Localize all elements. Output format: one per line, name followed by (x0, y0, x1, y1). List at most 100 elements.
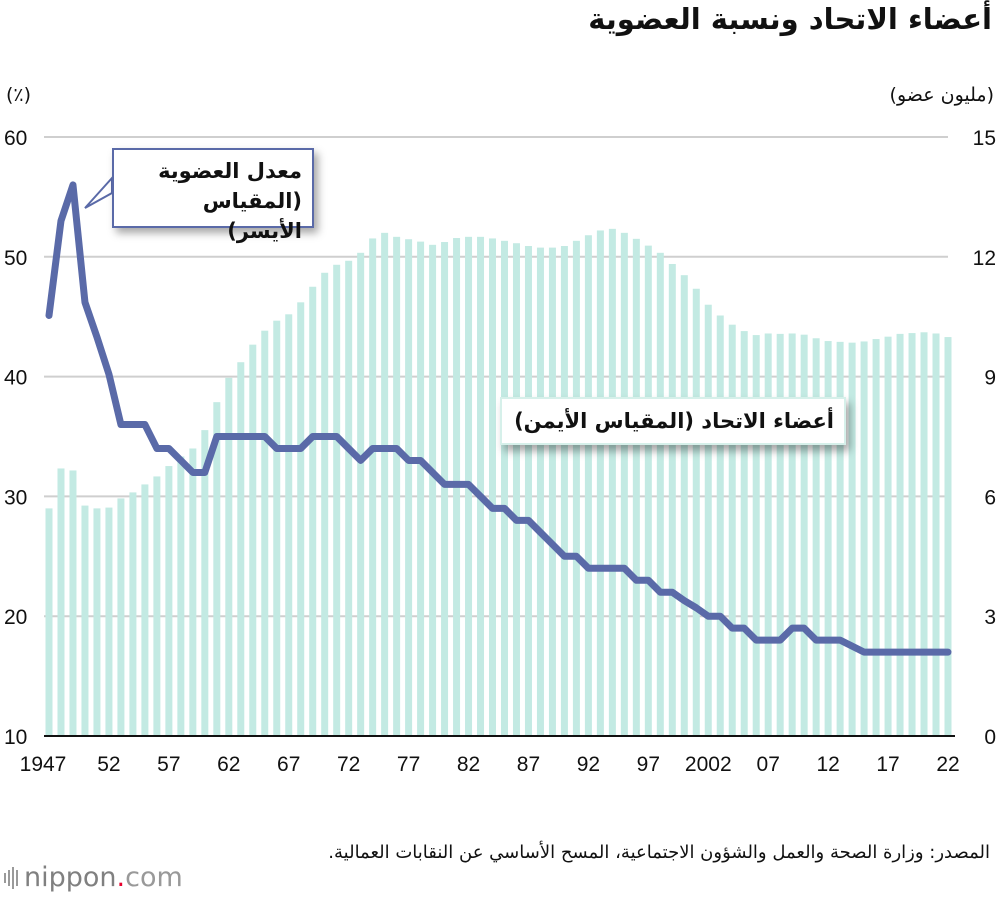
bar-1980 (441, 242, 449, 737)
bar-2010 (800, 334, 808, 736)
right-axis-unit: (مليون عضو) (889, 84, 994, 106)
bar-2019 (908, 333, 916, 736)
bar-1971 (333, 264, 341, 736)
x-tick-label: 92 (577, 753, 600, 776)
callout-membership-rate: معدل العضوية (المقياس الأيسر) (112, 148, 314, 243)
bar-2005 (740, 331, 748, 736)
bar-1986 (512, 243, 520, 737)
x-tick-label: 52 (97, 753, 120, 776)
bar-1977 (405, 239, 413, 736)
callout-union-members: أعضاء الاتحاد (المقياس الأيمن) (500, 397, 846, 445)
bar-2020 (920, 332, 928, 736)
bar-1994 (608, 228, 616, 736)
bar-1992 (584, 235, 592, 736)
bar-2022 (944, 337, 952, 736)
bar-1990 (560, 246, 568, 736)
bar-1983 (477, 236, 485, 737)
left-axis-ticks: 10 20 30 40 50 60 (4, 127, 27, 749)
bar-2013 (836, 341, 844, 736)
bar-1963 (237, 362, 245, 736)
bar-2000 (680, 275, 688, 736)
bar-2001 (692, 288, 700, 736)
bar-1950 (81, 505, 89, 736)
callout-rate-line2: (المقياس الأيسر) (202, 189, 302, 243)
bar-2011 (812, 338, 820, 736)
nippon-logo: nippon. com (4, 862, 183, 893)
x-tick-label: 67 (277, 753, 300, 776)
right-axis-ticks: 0 3 6 9 12 15 (973, 127, 996, 749)
bar-2003 (716, 315, 724, 736)
bar-1965 (261, 330, 269, 736)
bar-1975 (381, 232, 389, 736)
right-tick-label: 12 (973, 247, 996, 270)
bar-1988 (536, 247, 544, 736)
right-tick-label: 3 (984, 606, 996, 629)
bar-1961 (213, 402, 221, 736)
right-tick-label: 15 (973, 127, 996, 150)
bar-1966 (273, 320, 281, 736)
callout-rate-pointer (84, 175, 113, 209)
bar-1952 (105, 507, 113, 736)
bar-1955 (141, 484, 149, 736)
x-tick-label: 97 (637, 753, 660, 776)
x-tick-label: 87 (517, 753, 540, 776)
left-tick-label: 40 (4, 367, 27, 390)
left-tick-label: 30 (4, 486, 27, 509)
x-tick-label: 72 (337, 753, 360, 776)
left-tick-label: 20 (4, 606, 27, 629)
logo-bars-icon (4, 866, 18, 889)
bar-2018 (896, 333, 904, 736)
line-series-membership-rate (45, 181, 952, 656)
bar-1951 (93, 508, 101, 736)
bar-1956 (153, 476, 161, 736)
x-tick-label: 82 (457, 753, 480, 776)
bar-1985 (500, 240, 508, 736)
bar-1973 (357, 252, 365, 736)
bar-1960 (201, 430, 209, 736)
bar-2015 (860, 341, 868, 736)
chart-plot: 10 20 30 40 50 60 0 3 6 9 12 15 1947 52 57 62 67 72 77 82… (4, 127, 996, 776)
logo-dot: . (116, 862, 126, 893)
bar-1989 (548, 247, 556, 736)
callout-pointer (84, 175, 113, 209)
bar-1957 (165, 466, 173, 736)
bar-1970 (321, 272, 329, 736)
bar-1948 (57, 468, 65, 736)
bar-1967 (285, 314, 293, 736)
logo-name: nippon (24, 862, 117, 893)
bar-1976 (393, 236, 401, 737)
bar-1991 (572, 240, 580, 736)
x-tick-label: 17 (876, 753, 899, 776)
bar-2009 (788, 333, 796, 736)
bar-1949 (69, 470, 77, 736)
right-tick-label: 0 (984, 726, 996, 749)
left-axis-unit: (٪) (6, 84, 32, 106)
bar-2021 (932, 333, 940, 736)
bar-1947 (45, 508, 53, 736)
bar-1969 (309, 286, 317, 736)
bar-1996 (632, 238, 640, 736)
bar-1953 (117, 498, 125, 736)
bar-series-members (45, 228, 952, 737)
bar-2002 (704, 304, 712, 736)
x-tick-label: 22 (936, 753, 959, 776)
bar-2007 (764, 333, 772, 736)
bar-1962 (225, 377, 233, 736)
bar-2012 (824, 341, 832, 736)
bar-2006 (752, 335, 760, 736)
logo-tld: com (125, 862, 183, 893)
bar-1974 (369, 238, 377, 736)
bar-1958 (177, 456, 185, 736)
bar-1999 (668, 263, 676, 736)
bar-2014 (848, 342, 856, 736)
bar-1998 (656, 252, 664, 736)
bar-1954 (129, 492, 137, 736)
source-note: المصدر: وزارة الصحة والعمل والشؤون الاجت… (328, 842, 990, 863)
bar-1984 (489, 238, 497, 736)
bar-2004 (728, 324, 736, 736)
bar-1993 (596, 230, 604, 736)
bar-2017 (884, 336, 892, 736)
x-tick-label: 2002 (685, 753, 732, 776)
left-tick-label: 50 (4, 247, 27, 270)
bar-1959 (189, 448, 197, 736)
